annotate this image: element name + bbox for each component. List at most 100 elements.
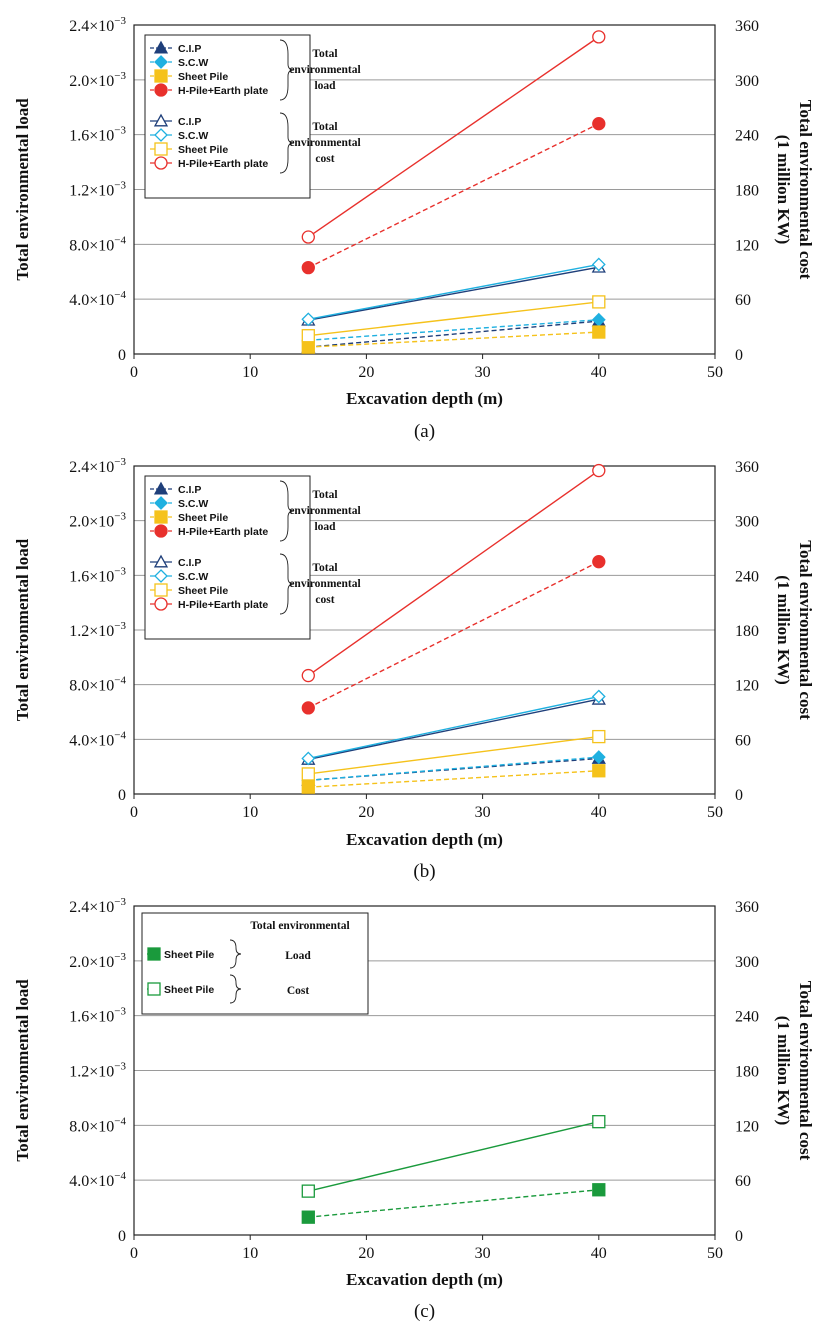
- legend-swatch-marker: [154, 597, 168, 611]
- x-tick-label: 50: [707, 804, 723, 821]
- series-line: [308, 1120, 599, 1192]
- series-line: [308, 695, 599, 760]
- legend-group-label: Total: [312, 48, 337, 60]
- chart-panel-a: 0 10 20 30 40 50 0 4.0×10−4 8.0×10−4 1.2×10−3 1.6×…: [13, 15, 815, 442]
- data-point-marker: [592, 764, 606, 778]
- legend-group-label: Total: [312, 489, 337, 501]
- series-line: [308, 319, 599, 341]
- legend-swatch-marker: [154, 142, 168, 156]
- legend-swatch-marker: [147, 947, 161, 961]
- x-tick-label: 10: [242, 1245, 258, 1262]
- x-tick-label: 50: [707, 364, 723, 381]
- legend-swatch-marker: [154, 524, 168, 538]
- data-point-marker: [301, 329, 315, 343]
- y-right-tick-label: 300: [735, 73, 759, 90]
- y-right-tick-label: 360: [735, 899, 759, 916]
- y-left-tick-label: 2.4×10−3: [69, 896, 126, 916]
- legend-entry-label: S.C.W: [178, 57, 208, 69]
- x-tick-label: 40: [591, 804, 607, 821]
- legend-group-label: Total: [312, 562, 337, 574]
- y-left-tick-label: 2.0×10−3: [69, 951, 126, 971]
- x-tick-label: 0: [130, 1245, 138, 1262]
- legend-entry-label: Sheet Pile: [178, 512, 228, 524]
- legend-group-label: Total: [312, 121, 337, 133]
- data-point-marker: [591, 750, 606, 765]
- legend-entry-label: H-Pile+Earth plate: [178, 158, 268, 170]
- y-right-tick-label: 360: [735, 18, 759, 35]
- x-tick-label: 20: [358, 1245, 374, 1262]
- x-tick-label: 20: [358, 804, 374, 821]
- legend-entry-label: S.C.W: [178, 571, 208, 583]
- legend-swatch-marker: [154, 496, 168, 510]
- y-left-tick-label: 1.2×10−3: [69, 620, 126, 640]
- legend-entry-label: Sheet Pile: [178, 144, 228, 156]
- data-point-marker: [592, 463, 606, 478]
- legend-entry-label: H-Pile+Earth plate: [178, 599, 268, 611]
- y-left-tick-label: 2.0×10−3: [69, 511, 126, 531]
- series-line: [307, 469, 600, 677]
- legend-box: [141, 912, 369, 1015]
- data-point-marker: [301, 668, 315, 683]
- series-line: [308, 756, 599, 782]
- legend-swatch-marker: [154, 128, 168, 142]
- y-right-tick-label: 240: [735, 1009, 759, 1026]
- x-axis-title: Excavation depth (m): [346, 1270, 503, 1289]
- series-line: [308, 698, 599, 761]
- legend-swatch-marker: [153, 481, 169, 495]
- x-axis-title: Excavation depth (m): [346, 830, 503, 849]
- x-tick-label: 50: [707, 1245, 723, 1262]
- y-right-tick-label: 0: [735, 347, 743, 364]
- legend-swatch-marker: [154, 510, 168, 524]
- series-line: [308, 735, 599, 775]
- data-point-marker: [592, 729, 606, 744]
- legend-swatch-marker: [153, 554, 169, 568]
- y-right-axis-title: Total environmental cost: [796, 540, 815, 720]
- data-point-marker: [592, 30, 606, 44]
- plot-frame: [133, 465, 716, 795]
- legend-entry-label: Sheet Pile: [178, 585, 228, 597]
- legend-group-label: load: [314, 80, 336, 92]
- series-line: [307, 561, 600, 709]
- legend-swatch-marker: [154, 55, 168, 69]
- y-left-tick-label: 0: [118, 1228, 126, 1245]
- data-point-marker: [592, 325, 606, 339]
- legend-brace: [279, 553, 295, 615]
- panel-label: (c): [414, 1301, 435, 1322]
- legend-brace: [229, 974, 242, 1004]
- plot-frame: [133, 905, 716, 1236]
- y-left-tick-label: 1.2×10−3: [69, 180, 126, 200]
- series-line: [308, 266, 599, 321]
- y-right-tick-label: 120: [735, 1118, 759, 1135]
- y-right-tick-label: 120: [735, 237, 759, 254]
- series-line: [308, 1189, 599, 1218]
- y-right-tick-label: 0: [735, 787, 743, 804]
- x-tick-label: 30: [475, 804, 491, 821]
- data-point-marker: [301, 260, 315, 275]
- y-left-tick-label: 4.0×10−4: [69, 729, 126, 749]
- y-left-tick-label: 1.6×10−3: [69, 125, 126, 145]
- data-point-marker: [301, 701, 315, 715]
- x-tick-label: 40: [591, 364, 607, 381]
- legend-group-label: Cost: [287, 985, 310, 997]
- legend-swatch-marker: [154, 83, 168, 97]
- y-right-tick-label: 180: [735, 183, 759, 200]
- y-left-axis-title: Total environmental load: [13, 538, 32, 721]
- y-left-tick-label: 1.6×10−3: [69, 565, 126, 585]
- legend-header: Total environmental: [250, 920, 349, 932]
- legend-brace: [279, 39, 295, 101]
- data-point-marker: [301, 1210, 315, 1224]
- legend-entry-label: H-Pile+Earth plate: [178, 85, 268, 97]
- legend-swatch-marker: [154, 569, 168, 583]
- series-line: [308, 263, 599, 320]
- legend-entry-label: C.I.P: [178, 557, 201, 569]
- x-tick-label: 20: [358, 364, 374, 381]
- series-line: [308, 331, 599, 348]
- y-right-tick-label: 0: [735, 1228, 743, 1245]
- y-left-tick-label: 0: [118, 787, 126, 804]
- panel-label: (b): [413, 861, 435, 882]
- legend-entry-label: C.I.P: [178, 43, 201, 55]
- legend-entry-label: S.C.W: [178, 498, 208, 510]
- legend-entry-label: Sheet Pile: [164, 984, 214, 996]
- data-point-marker: [301, 1184, 315, 1198]
- legend-brace: [279, 112, 295, 174]
